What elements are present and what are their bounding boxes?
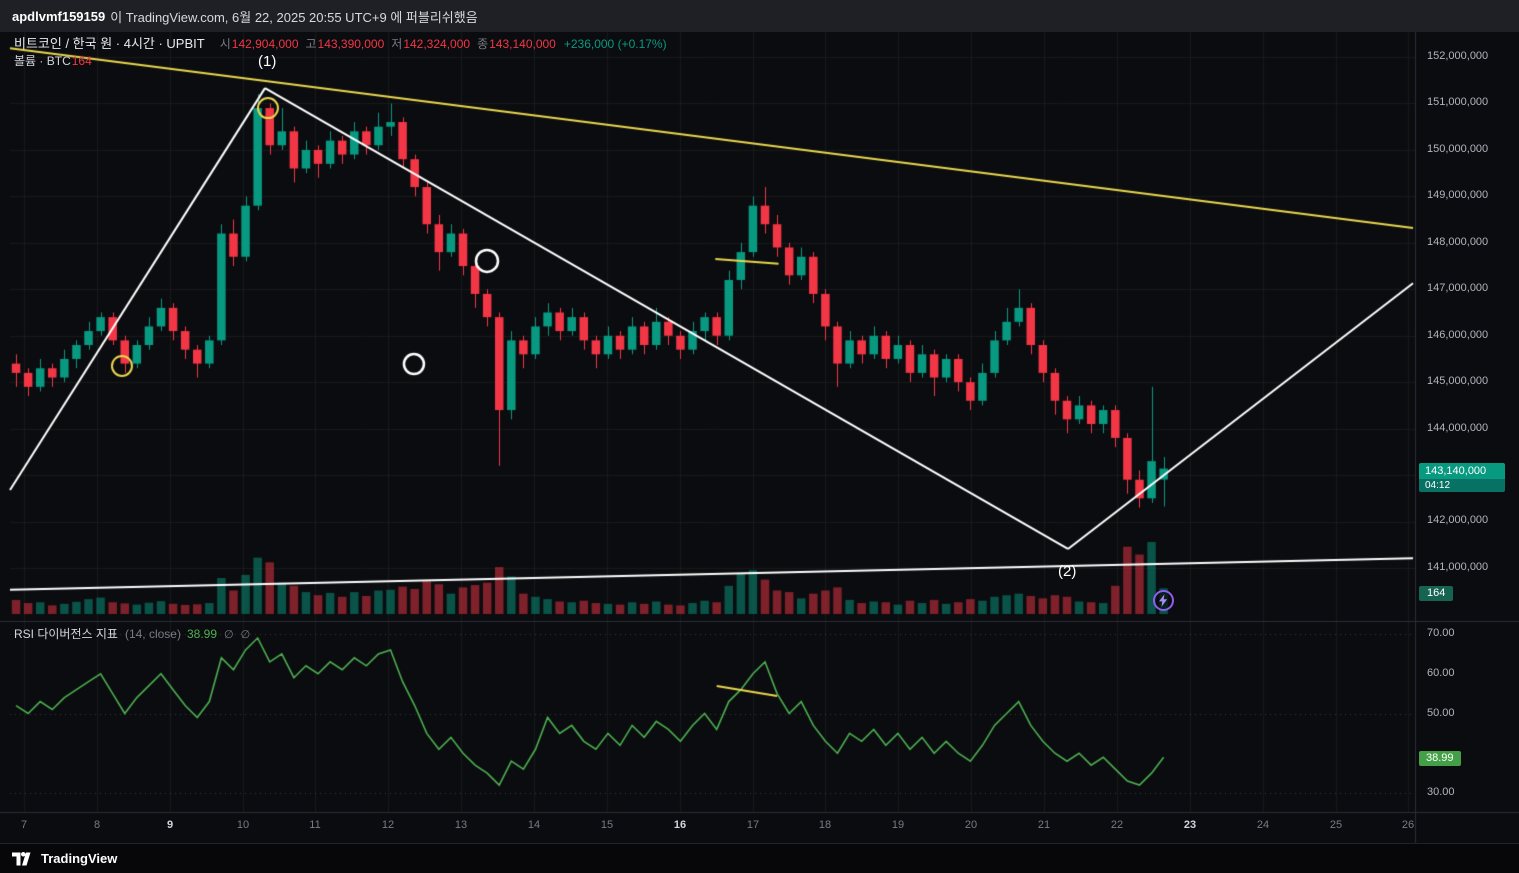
time-axis-label: 21 xyxy=(1037,819,1051,831)
volume-value: 164 xyxy=(71,54,92,68)
high-value: 143,390,000 xyxy=(317,37,385,51)
open-value: 142,904,000 xyxy=(231,37,299,51)
lightning-icon[interactable] xyxy=(1153,590,1174,611)
price-axis-label: 142,000,000 xyxy=(1427,514,1489,526)
footer-bar: TradingView xyxy=(0,843,1519,873)
price-axis-label: 152,000,000 xyxy=(1427,50,1489,62)
time-axis-label: 17 xyxy=(746,819,760,831)
time-axis-label: 26 xyxy=(1401,819,1415,831)
time-axis-label: 7 xyxy=(20,819,28,831)
high-label: 고 xyxy=(305,37,317,51)
rsi-indicator-title[interactable]: RSI 다이버전스 지표 xyxy=(14,627,118,641)
time-axis-label: 9 xyxy=(166,819,174,831)
tradingview-logo-icon[interactable] xyxy=(12,851,34,866)
price-axis-label: 150,000,000 xyxy=(1427,143,1489,155)
rsi-value: 38.99 xyxy=(186,627,218,641)
wave-label-2: (2) xyxy=(1058,563,1077,580)
last-price-badge: 143,140,000 04:12 xyxy=(1419,463,1505,492)
price-axis-label: 149,000,000 xyxy=(1427,189,1489,201)
price-axis-label: 144,000,000 xyxy=(1427,422,1489,434)
change-value: +236,000 (+0.17%) xyxy=(563,37,667,51)
low-label: 저 xyxy=(391,37,403,51)
price-axis-label: 146,000,000 xyxy=(1427,329,1489,341)
time-axis-label: 25 xyxy=(1329,819,1343,831)
rsi-axis-label: 70.00 xyxy=(1427,627,1455,639)
price-axis-label: 151,000,000 xyxy=(1427,96,1489,108)
rsi-axis-badge: 38.99 xyxy=(1419,751,1461,766)
rsi-axis-label: 60.00 xyxy=(1427,667,1455,679)
time-axis-label: 22 xyxy=(1110,819,1124,831)
volume-axis-badge: 164 xyxy=(1419,586,1454,601)
publisher-name[interactable]: apdlvmf159159 xyxy=(12,8,106,24)
rsi-hide-icon[interactable]: ∅ xyxy=(224,629,234,641)
time-axis-label: 23 xyxy=(1183,819,1197,831)
price-axis-label: 145,000,000 xyxy=(1427,375,1489,387)
lightning-glyph xyxy=(1159,594,1168,607)
time-axis-label: 15 xyxy=(600,819,614,831)
rsi-legend: RSI 다이버전스 지표 (14, close) 38.99 ∅ ∅ xyxy=(14,626,250,643)
time-axis-label: 11 xyxy=(309,819,321,831)
time-axis-label: 12 xyxy=(381,819,395,831)
low-value: 142,324,000 xyxy=(403,37,471,51)
time-axis-label: 19 xyxy=(891,819,905,831)
price-axis-label: 141,000,000 xyxy=(1427,561,1489,573)
tradingview-brand[interactable]: TradingView xyxy=(41,851,118,866)
time-axis-label: 20 xyxy=(964,819,978,831)
last-price-value: 143,140,000 xyxy=(1419,463,1505,479)
symbol-legend: 비트코인 / 한국 원 · 4시간 · UPBIT 시 142,904,000 … xyxy=(14,35,667,69)
symbol-title[interactable]: 비트코인 / 한국 원 · 4시간 · UPBIT xyxy=(14,36,205,51)
volume-indicator-title[interactable]: 볼륨 · BTC xyxy=(14,54,71,68)
time-axis-label: 18 xyxy=(818,819,832,831)
rsi-axis-label: 30.00 xyxy=(1427,786,1455,798)
bar-countdown: 04:12 xyxy=(1419,479,1505,492)
rsi-hide-icon[interactable]: ∅ xyxy=(240,629,251,641)
publish-bar: apdlvmf159159 이 TradingView.com, 6월 22, … xyxy=(0,0,1519,32)
close-value: 143,140,000 xyxy=(489,37,556,51)
time-axis-label: 14 xyxy=(527,819,541,831)
time-axis-label: 13 xyxy=(454,819,468,831)
time-axis-label: 8 xyxy=(93,819,101,831)
publish-info: 이 TradingView.com, 6월 22, 2025 20:55 UTC… xyxy=(110,9,478,25)
time-axis-label: 24 xyxy=(1256,819,1270,831)
close-label: 종 xyxy=(477,37,489,51)
open-label: 시 xyxy=(219,37,231,51)
time-axis-label: 16 xyxy=(673,819,687,831)
rsi-axis-label: 50.00 xyxy=(1427,707,1455,719)
price-axis-label: 147,000,000 xyxy=(1427,282,1489,294)
time-axis-label: 10 xyxy=(236,819,250,831)
rsi-params: (14, close) xyxy=(124,627,181,641)
wave-label-1: (1) xyxy=(258,53,277,70)
price-axis-label: 148,000,000 xyxy=(1427,236,1489,248)
